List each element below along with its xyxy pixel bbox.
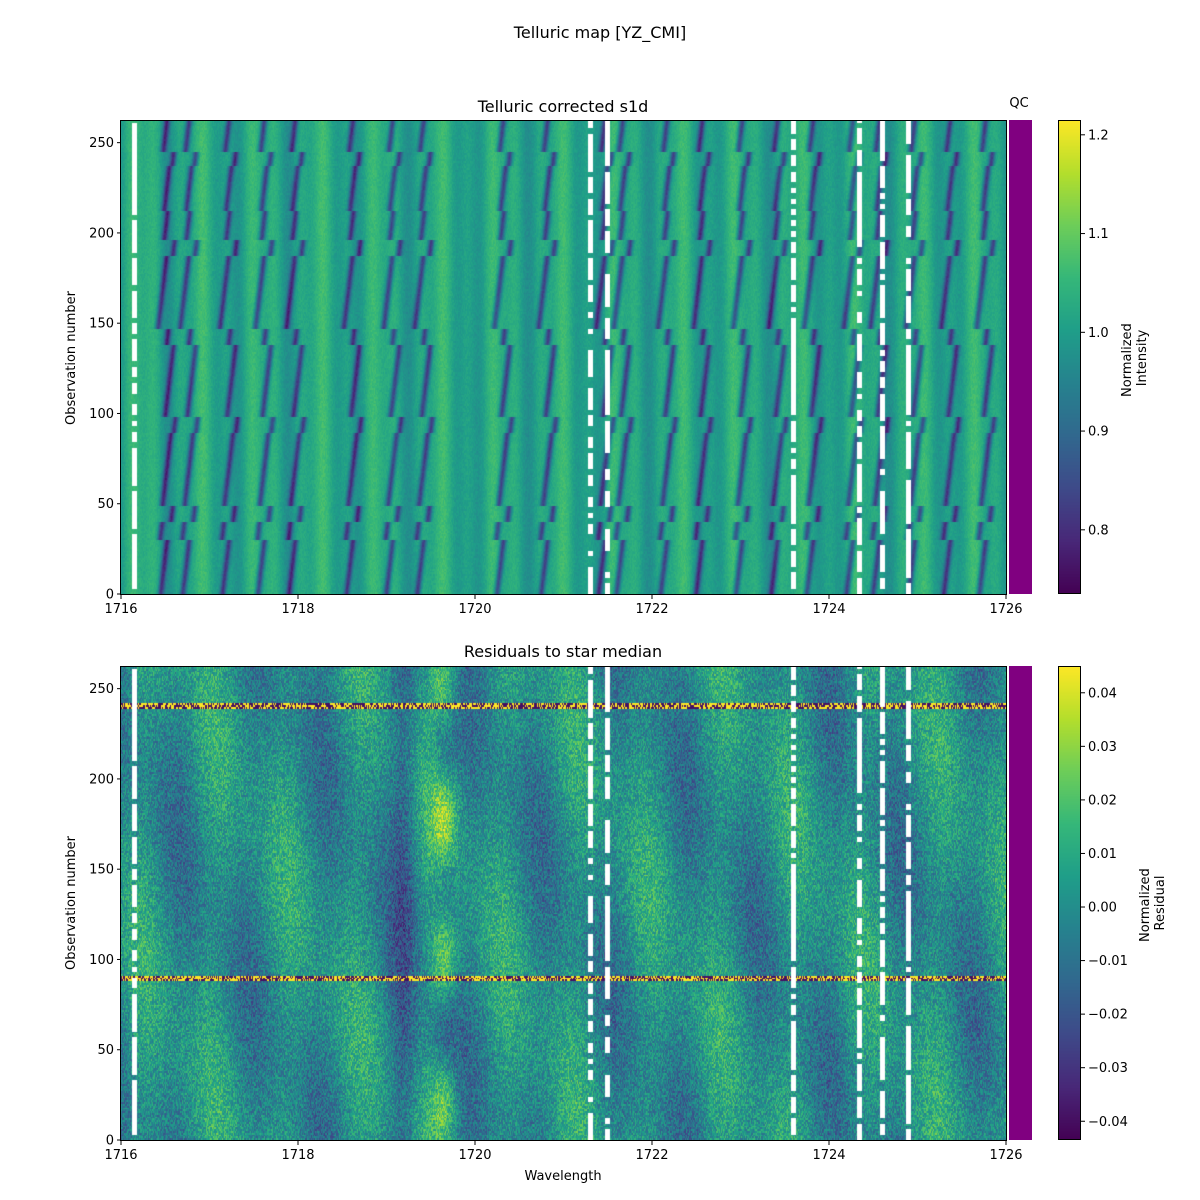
bottom-colorbar-tick-label: 0.02 xyxy=(1088,793,1117,808)
bottom-y-tick-label: 250 xyxy=(89,682,114,697)
top-colorbar-tick-label: 1.2 xyxy=(1088,128,1109,143)
bottom-colorbar: −0.04 −0.03 −0.02 −0.01 0.00 0.01 0.02 0.03 0.04 xyxy=(1058,666,1128,1140)
bottom-y-tick-label: 50 xyxy=(97,1043,114,1058)
top-x-tick-label: 1726 xyxy=(989,602,1022,617)
top-colorbar-label-line-2: Intensity xyxy=(1135,329,1150,386)
top-y-tick-label: 0 xyxy=(106,588,114,603)
top-colorbar-label-line-1: Normalized xyxy=(1120,323,1135,397)
top-plot-frame xyxy=(120,120,1007,595)
top-x-tick-label: 1718 xyxy=(281,602,314,617)
bottom-heatmap xyxy=(121,667,1006,1140)
top-y-tick-label: 250 xyxy=(89,136,114,151)
top-colorbar-tick-label: 1.0 xyxy=(1088,326,1109,341)
bottom-y-tick-label: 100 xyxy=(89,953,114,968)
top-colorbar-gradient xyxy=(1058,120,1081,594)
top-x-axis: 1716 1718 1720 1722 1724 1726 xyxy=(104,595,1023,617)
top-y-tick-label: 50 xyxy=(97,497,114,512)
bottom-x-axis: 1716 1718 1720 1722 1724 1726 xyxy=(104,1141,1023,1163)
top-x-tick-label: 1724 xyxy=(812,602,845,617)
bottom-x-tick-label: 1726 xyxy=(989,1148,1022,1163)
heatmap-image xyxy=(121,121,1006,594)
top-y-axis: 0 50 100 150 200 250 xyxy=(89,136,121,603)
bottom-colorbar-tick-label: −0.04 xyxy=(1088,1115,1128,1130)
bottom-x-tick-label: 1724 xyxy=(812,1148,845,1163)
bottom-colorbar-tick-label: −0.02 xyxy=(1088,1008,1128,1023)
bottom-colorbar-tick-label: 0.01 xyxy=(1088,847,1117,862)
bottom-qc-strip xyxy=(1009,666,1032,1140)
top-panel: Telluric corrected s1d 1716 1718 1720 1722 1… xyxy=(64,96,1150,617)
bottom-x-tick-label: 1718 xyxy=(281,1148,314,1163)
bottom-y-axis: 0 50 100 150 200 250 xyxy=(89,682,121,1149)
top-x-tick-label: 1716 xyxy=(104,602,137,617)
bottom-y-tick-label: 150 xyxy=(89,863,114,878)
bottom-colorbar-tick-label: 0.00 xyxy=(1088,901,1117,916)
bottom-y-tick-label: 200 xyxy=(89,772,114,787)
qc-label: QC xyxy=(1009,96,1028,111)
bottom-colorbar-tick-label: −0.01 xyxy=(1088,954,1128,969)
bottom-colorbar-tick-label: 0.03 xyxy=(1088,740,1117,755)
bottom-colorbar-label-line-2: Residual xyxy=(1153,876,1168,931)
bottom-panel: Residuals to star median 1716 1718 1720 172… xyxy=(64,642,1168,1184)
top-x-tick-label: 1722 xyxy=(635,602,668,617)
bottom-x-tick-label: 1720 xyxy=(458,1148,491,1163)
bottom-colorbar-tick-label: −0.03 xyxy=(1088,1061,1128,1076)
bottom-panel-title: Residuals to star median xyxy=(464,642,662,661)
bottom-colorbar-label: Normalized Residual xyxy=(1138,864,1168,942)
top-panel-title: Telluric corrected s1d xyxy=(477,97,649,116)
top-heatmap xyxy=(121,121,1006,594)
top-colorbar-label: Normalized Intensity xyxy=(1120,319,1150,397)
top-colorbar-tick-label: 0.9 xyxy=(1088,425,1109,440)
top-x-tick-label: 1720 xyxy=(458,602,491,617)
top-colorbar-tick-label: 0.8 xyxy=(1088,523,1109,538)
bottom-colorbar-gradient xyxy=(1058,666,1081,1140)
bottom-colorbar-frame xyxy=(1058,666,1081,1140)
top-y-tick-label: 150 xyxy=(89,317,114,332)
top-colorbar-tick-label: 1.1 xyxy=(1088,227,1109,242)
figure-suptitle: Telluric map [YZ_CMI] xyxy=(513,23,686,43)
top-qc-strip xyxy=(1009,120,1032,594)
top-y-tick-label: 200 xyxy=(89,226,114,241)
top-colorbar-frame xyxy=(1058,120,1081,594)
bottom-x-tick-label: 1716 xyxy=(104,1148,137,1163)
bottom-x-axis-label: Wavelength xyxy=(524,1169,601,1184)
bottom-y-tick-label: 0 xyxy=(106,1134,114,1149)
bottom-plot-frame xyxy=(120,666,1007,1141)
top-colorbar: 0.8 0.9 1.0 1.1 1.2 xyxy=(1058,120,1109,594)
heatmap-image xyxy=(121,667,1006,1140)
top-y-tick-label: 100 xyxy=(89,407,114,422)
bottom-x-tick-label: 1722 xyxy=(635,1148,668,1163)
bottom-colorbar-label-line-1: Normalized xyxy=(1138,868,1153,942)
bottom-y-axis-label: Observation number xyxy=(64,835,79,970)
top-y-axis-label: Observation number xyxy=(64,290,79,425)
bottom-colorbar-tick-label: 0.04 xyxy=(1088,686,1117,701)
